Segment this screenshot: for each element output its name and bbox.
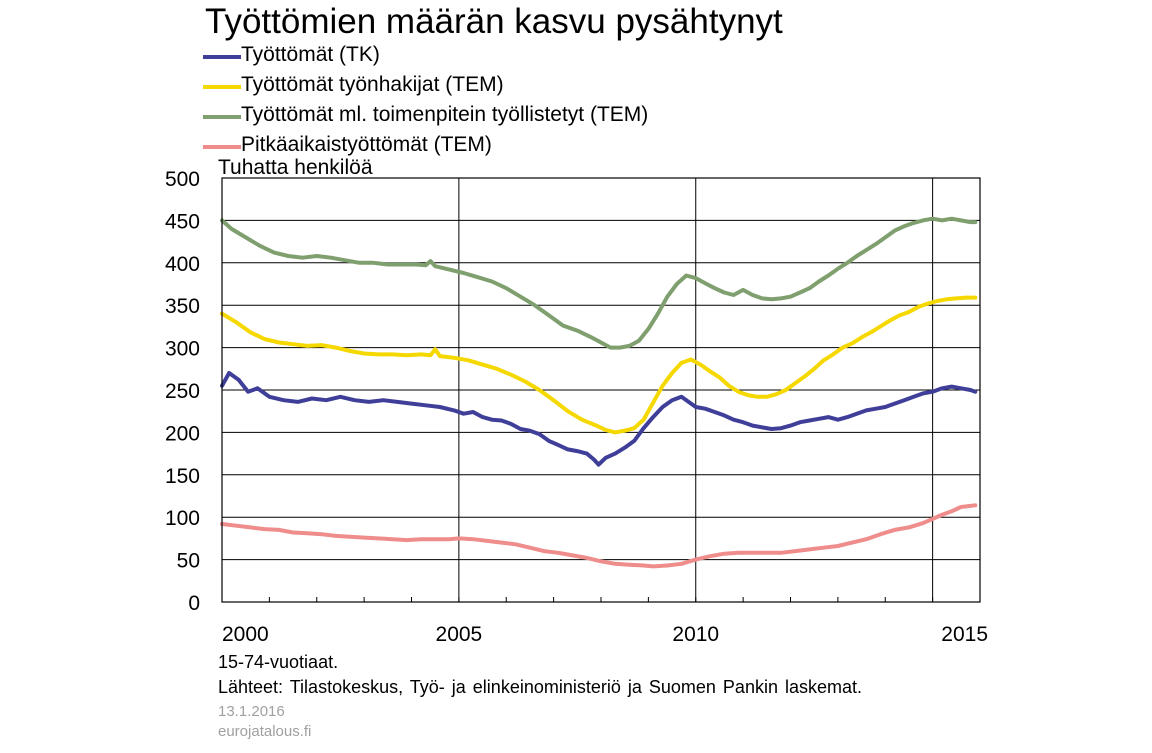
y-tick-label: 350: [165, 295, 200, 318]
legend-label-tem-jobseekers: Työttömät työnhakijat (TEM): [241, 73, 504, 96]
publish-date: 13.1.2016: [218, 703, 285, 720]
y-tick-label: 100: [165, 507, 200, 530]
footnote-age-range: 15-74-vuotiaat.: [218, 652, 339, 672]
y-tick-label: 200: [165, 422, 200, 445]
plot-frame: [221, 177, 981, 603]
x-tick-label: 2015: [941, 623, 988, 646]
y-tick-label: 500: [165, 168, 200, 191]
x-tick-label: 2000: [222, 623, 269, 646]
series-line-1: [220, 295, 978, 435]
series-line-3: [220, 503, 978, 569]
series-line-2: [220, 216, 978, 350]
legend-swatch-tem-incl-measures: [203, 115, 241, 119]
y-tick-label: 250: [165, 380, 200, 403]
y-tick-label: 50: [177, 550, 200, 573]
x-tick-label: 2010: [672, 623, 719, 646]
y-tick-label: 450: [165, 210, 200, 233]
x-tick-label: 2005: [436, 623, 483, 646]
sources-note: Lähteet: Tilastokeskus, Työ- ja elinkein…: [218, 677, 862, 697]
series-line-0: [220, 371, 978, 467]
site-credit: eurojatalous.fi: [218, 723, 312, 740]
y-axis-unit-label: Tuhatta henkilöä: [218, 156, 373, 179]
legend-label-tem-incl-measures: Työttömät ml. toimenpitein työllistetyt …: [241, 103, 649, 126]
y-tick-label: 400: [165, 253, 200, 276]
legend-swatch-longterm: [203, 145, 241, 149]
legend-swatch-tk: [203, 55, 241, 59]
y-tick-label: 0: [188, 592, 200, 615]
y-tick-label: 300: [165, 338, 200, 361]
y-tick-label: 150: [165, 465, 200, 488]
legend-label-longterm: Pitkäaikaistyöttömät (TEM): [241, 133, 492, 156]
legend-label-tk: Työttömät (TK): [241, 43, 380, 66]
legend-swatch-tem-jobseekers: [203, 85, 241, 89]
chart-title: Työttömien määrän kasvu pysähtynyt: [205, 2, 783, 41]
